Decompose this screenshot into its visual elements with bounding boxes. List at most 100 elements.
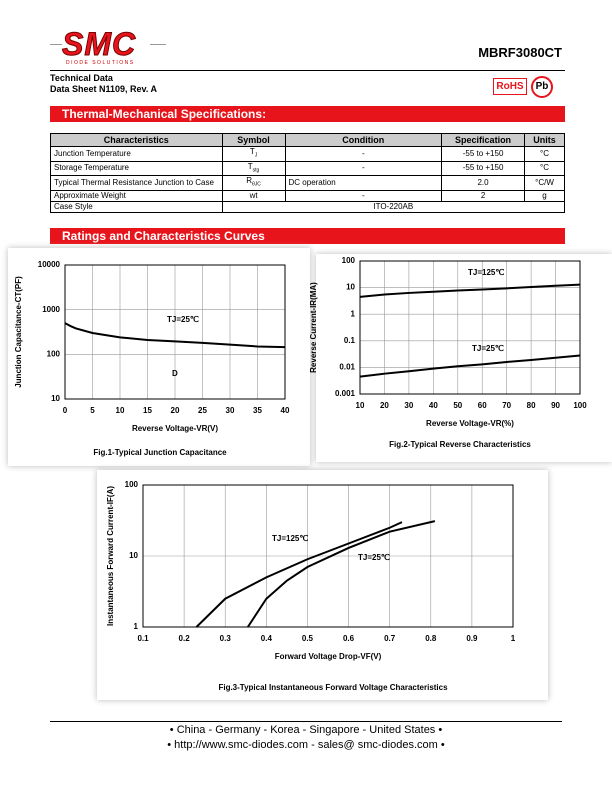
y-axis-label: Junction Capacitance-CT(PF) [14, 276, 23, 388]
x-tick-label: 0.1 [137, 634, 149, 643]
y-axis-label: Instantaneous Forward Current-IF(A) [106, 486, 115, 626]
x-tick-label: 40 [429, 401, 438, 410]
x-tick-label: 10 [356, 401, 365, 410]
plot-frame [142, 484, 514, 628]
th: Symbol [221, 133, 286, 147]
data-line [64, 322, 286, 349]
logo-rule [50, 44, 62, 45]
y-tick-label: 100 [342, 256, 356, 265]
th: Characteristics [50, 133, 223, 147]
x-tick-label: 20 [171, 406, 180, 415]
series-label: TJ=25℃ [472, 344, 504, 353]
x-tick-label: 40 [281, 406, 290, 415]
symbol: wt [249, 190, 258, 200]
rohs-badge: RoHS [493, 78, 527, 95]
chart-panel [8, 248, 310, 466]
symbol: T [247, 161, 253, 171]
chart-title: Fig.2-Typical Reverse Characteristics [389, 440, 531, 449]
th: Condition [284, 133, 443, 147]
data-line [359, 354, 581, 378]
row: Approximate Weight wt -2 g [50, 189, 565, 202]
footer-line: • http://www.smc-diodes.com - sales@ smc… [167, 739, 445, 751]
section-title: Ratings and Characteristics Curves [50, 228, 565, 244]
x-tick-label: 0.7 [384, 634, 396, 643]
x-tick-label: 0.2 [179, 634, 191, 643]
x-tick-label: 0.8 [425, 634, 437, 643]
x-tick-label: 25 [198, 406, 207, 415]
x-tick-label: 60 [478, 401, 487, 410]
y-tick-label: 10000 [38, 260, 61, 269]
x-tick-label: 0.5 [302, 634, 314, 643]
y-tick-label: 1 [351, 309, 356, 318]
x-tick-label: 80 [527, 401, 536, 410]
logo-rule [150, 44, 166, 45]
y-tick-label: 100 [125, 480, 139, 489]
cell: ITO-220AB [221, 200, 566, 213]
series-label: TJ=125℃ [272, 534, 308, 543]
y-tick-label: 0.01 [339, 363, 355, 372]
y-tick-label: 10 [51, 394, 60, 403]
symbol-sub: stg [252, 167, 260, 174]
data-line [195, 521, 403, 628]
part-number: MBRF3080CT [478, 45, 562, 60]
y-tick-label: 10 [129, 551, 138, 560]
data-line [246, 520, 436, 628]
annotation: TJ=25℃ [167, 315, 199, 324]
y-axis-label: Reverse Current-IR(MA) [309, 282, 318, 373]
y-tick-label: 0.1 [344, 336, 356, 345]
rule [50, 70, 565, 71]
symbol: R [246, 176, 252, 186]
x-tick-label: 0.9 [466, 634, 478, 643]
symbol-sub: J [254, 152, 258, 159]
y-tick-label: 1000 [42, 305, 60, 314]
x-tick-label: 35 [253, 406, 262, 415]
series-label: TJ=25℃ [358, 553, 390, 562]
row: Case Style ITO-220AB [50, 200, 566, 213]
header-row: Characteristics Symbol Condition Specificat… [50, 133, 565, 147]
x-tick-label: 20 [380, 401, 389, 410]
x-tick-label: 15 [143, 406, 152, 415]
x-tick-label: 0.4 [261, 634, 273, 643]
symbol: T [249, 147, 255, 156]
doc-line: Technical Data [50, 73, 113, 83]
logo: SMC [61, 26, 137, 63]
x-axis-label: Reverse Voltage-VR(V) [132, 424, 218, 433]
section-title: Thermal-Mechanical Specifications: [50, 106, 565, 122]
spec-table: Characteristics Symbol Condition Specificat… [50, 133, 566, 213]
x-tick-label: 100 [573, 401, 587, 410]
y-tick-label: 10 [346, 283, 355, 292]
x-tick-label: 1 [511, 634, 516, 643]
rule [50, 721, 562, 722]
series-label: TJ=125℃ [468, 268, 504, 277]
logo-sub: DIODE SOLUTIONS [66, 60, 135, 66]
plot-frame [64, 264, 286, 400]
x-tick-label: 10 [116, 406, 125, 415]
chart-title: Fig.1-Typical Junction Capacitance [93, 448, 227, 457]
symbol-sub: θJC [252, 181, 261, 188]
cell: TJ [221, 146, 286, 162]
row: Junction Temperature TJ - -55 to +150 °C [50, 146, 565, 162]
th: Specification [441, 133, 526, 147]
pb-badge: Pb [531, 76, 553, 98]
x-tick-label: 70 [502, 401, 511, 410]
x-tick-label: 30 [226, 406, 235, 415]
x-tick-label: 50 [453, 401, 462, 410]
th: Units [524, 133, 565, 147]
x-tick-label: 5 [90, 406, 95, 415]
x-axis-label: Reverse Voltage-VR(%) [426, 419, 514, 428]
plot-frame [359, 260, 581, 395]
chart-panel [97, 470, 548, 700]
doc-line: Data Sheet N1109, Rev. A [50, 84, 158, 94]
data-line [359, 283, 581, 298]
x-tick-label: 90 [551, 401, 560, 410]
chart-title: Fig.3-Typical Instantaneous Forward Volt… [218, 683, 448, 692]
x-tick-label: 0.3 [220, 634, 232, 643]
x-tick-label: 30 [404, 401, 413, 410]
y-tick-label: 0.001 [335, 389, 356, 398]
x-axis-label: Forward Voltage Drop-VF(V) [275, 652, 382, 661]
x-tick-label: 0 [63, 406, 68, 415]
x-tick-label: 0.6 [343, 634, 355, 643]
footer-line: • China - Germany - Korea - Singapore - … [169, 724, 443, 736]
